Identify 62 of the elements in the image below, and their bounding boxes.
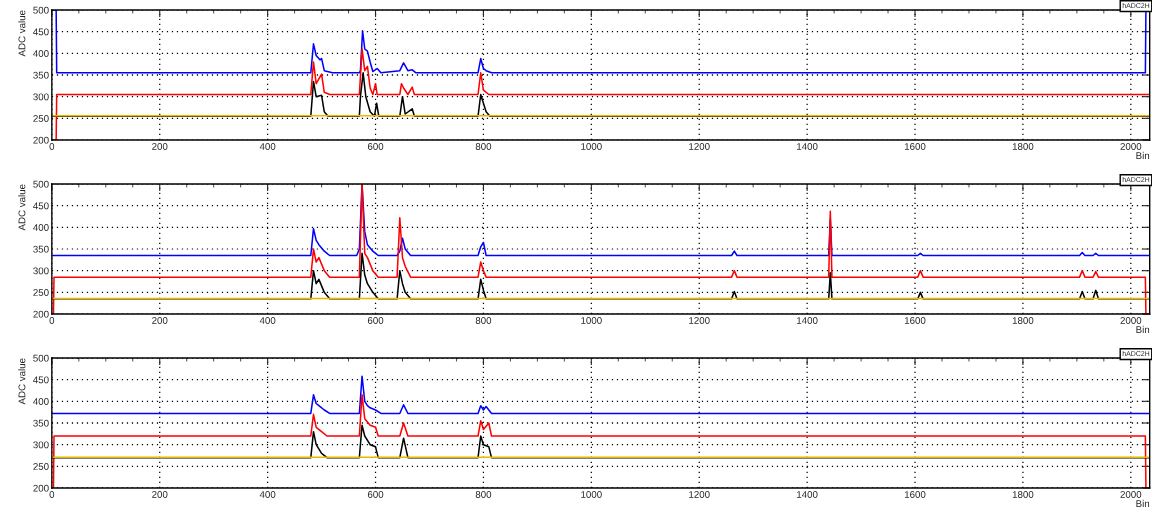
y-tick-label: 250: [33, 463, 49, 470]
y-axis-title: ADC value: [18, 184, 26, 231]
x-tick-label: 600: [367, 317, 384, 324]
x-tick-label: 1200: [689, 143, 710, 150]
y-tick-label: 500: [33, 6, 49, 14]
y-tick-label: 200: [33, 310, 49, 318]
y-axis-title: ADC value: [18, 10, 26, 57]
x-tick-label: 1000: [581, 491, 602, 498]
y-tick-label: 250: [33, 289, 49, 296]
x-tick-label: 1200: [689, 491, 710, 498]
y-tick-label: 450: [33, 376, 49, 384]
x-tick-label: 1000: [581, 143, 602, 150]
x-axis-title: Bin: [1136, 151, 1150, 159]
x-tick-label: 0: [49, 491, 55, 498]
x-tick-label: 1000: [581, 317, 602, 324]
x-tick-label: 1800: [1012, 317, 1034, 324]
x-tick-label: 1600: [904, 491, 926, 498]
x-tick-label: 2000: [1120, 491, 1142, 498]
y-tick-label: 400: [33, 224, 49, 231]
x-tick-label: 0: [49, 143, 55, 150]
x-tick-label: 1400: [797, 317, 818, 324]
x-tick-label: 800: [475, 317, 492, 324]
x-tick-label: 0: [49, 317, 55, 324]
y-tick-label: 300: [33, 93, 49, 101]
x-tick-label: 200: [152, 143, 168, 150]
x-tick-label: 2000: [1120, 317, 1142, 324]
y-tick-label: 300: [33, 267, 49, 275]
y-tick-label: 250: [33, 115, 49, 122]
x-tick-label: 1800: [1012, 491, 1034, 498]
x-tick-label: 800: [475, 143, 492, 150]
y-tick-label: 350: [33, 71, 49, 79]
x-tick-label: 600: [367, 491, 384, 498]
x-tick-label: 1600: [904, 317, 926, 324]
x-tick-label: 400: [259, 317, 276, 324]
x-tick-label: 2000: [1120, 143, 1142, 150]
x-axis-title: Bin: [1136, 325, 1150, 333]
line-series: [51, 184, 1147, 314]
y-tick-label: 450: [33, 202, 49, 210]
y-tick-label: 400: [33, 398, 49, 405]
x-tick-label: 400: [259, 491, 276, 498]
y-tick-label: 200: [33, 136, 49, 144]
y-axis-title: ADC value: [18, 358, 26, 405]
x-tick-label: 200: [152, 491, 168, 498]
x-tick-label: 1400: [797, 491, 818, 498]
y-tick-label: 500: [33, 354, 49, 362]
line-series: [51, 375, 1150, 415]
y-tick-label: 350: [33, 245, 49, 253]
y-tick-label: 350: [33, 419, 49, 427]
y-tick-label: 400: [33, 50, 49, 57]
x-tick-label: 1400: [797, 143, 818, 150]
y-tick-label: 300: [33, 441, 49, 449]
x-axis-title: Bin: [1136, 499, 1150, 507]
x-tick-label: 400: [259, 143, 276, 150]
x-tick-label: 1800: [1012, 143, 1034, 150]
y-tick-label: 500: [33, 180, 49, 188]
x-tick-label: 800: [475, 491, 492, 498]
y-tick-label: 450: [33, 28, 49, 36]
x-tick-label: 1600: [904, 143, 926, 150]
y-tick-label: 200: [33, 484, 49, 492]
x-tick-label: 600: [367, 143, 384, 150]
x-tick-label: 1200: [689, 317, 710, 324]
x-tick-label: 200: [152, 317, 168, 324]
